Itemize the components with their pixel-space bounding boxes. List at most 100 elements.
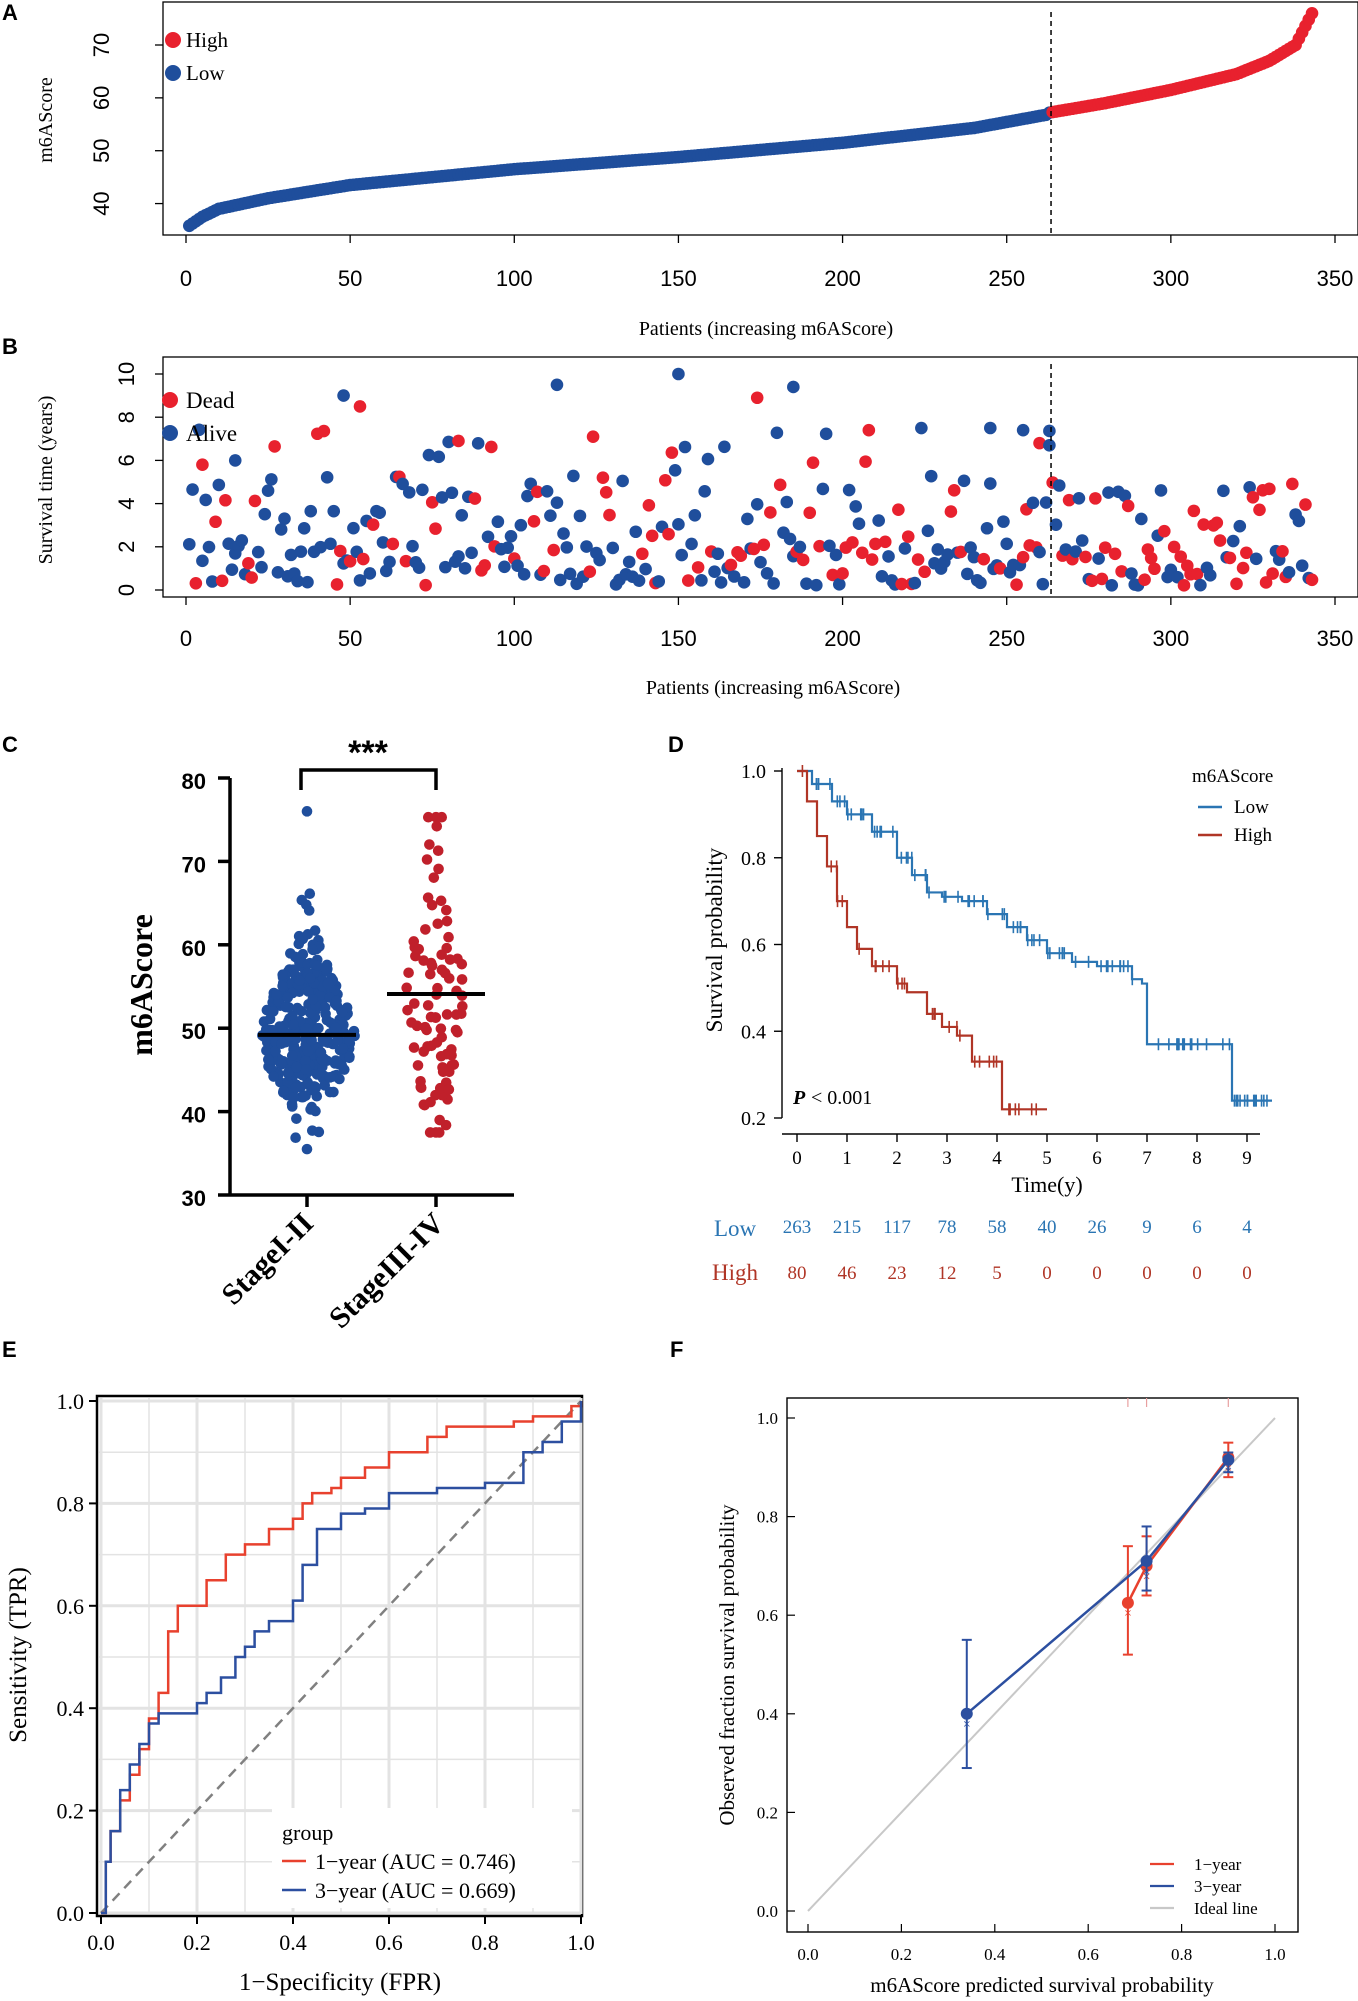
- risk-table-cell: 263: [783, 1217, 812, 1238]
- b-point: [1246, 490, 1260, 504]
- c-point: [270, 1045, 281, 1057]
- calibration-x-mark: ×: [1124, 1607, 1132, 1622]
- b-point: [327, 504, 341, 518]
- c-point: [286, 1050, 298, 1061]
- risk-table-cell: 78: [938, 1217, 957, 1238]
- e-y-tick-label: 0.4: [57, 1696, 85, 1721]
- b-point: [826, 568, 840, 582]
- c-point: [446, 1049, 457, 1061]
- panel-e-roc-curve: 0.0 0.2 0.4 0.6 0.8 1.0 0.0 0.2 0.4 0.6 0.8 1.0 gr…: [5, 1389, 595, 1996]
- c-point: [315, 1047, 327, 1058]
- b-point: [1259, 576, 1273, 589]
- b-point: [271, 566, 285, 579]
- d-x-tick-label: 0: [792, 1148, 802, 1169]
- b-point: [997, 515, 1010, 528]
- b-point: [212, 478, 226, 492]
- c-point: [299, 1055, 311, 1067]
- b-point: [1187, 504, 1201, 518]
- b-point: [324, 537, 337, 551]
- b-point: [1036, 577, 1050, 591]
- c-point: [302, 986, 314, 997]
- e-y-tick-label: 0.8: [57, 1491, 85, 1516]
- f-y-tick-label: 0.4: [757, 1705, 779, 1724]
- b-point: [1026, 496, 1040, 510]
- panel-c-category-stage34: StageIII-IV: [323, 1206, 451, 1334]
- b-point: [429, 522, 442, 535]
- c-y-tick-label: 40: [182, 1103, 206, 1128]
- b-point: [819, 427, 833, 441]
- c-point: [344, 1034, 355, 1046]
- b-point: [416, 483, 429, 497]
- legend-1year-label: 1−year (AUC = 0.746): [315, 1849, 516, 1874]
- b-point: [471, 437, 485, 450]
- b-point: [537, 564, 551, 578]
- risk-table-values: 263 215 117 78 58 40 26 9 6 4 80 46 23 12 5 0 0 0 0 0: [783, 1217, 1253, 1284]
- c-point: [415, 1075, 426, 1087]
- c-point: [328, 1086, 339, 1098]
- risk-table-cell: 5: [992, 1263, 1002, 1284]
- b-point: [800, 577, 813, 590]
- d-y-tick-label: 0.8: [741, 848, 766, 870]
- b-point: [527, 515, 541, 528]
- c-point: [303, 905, 315, 916]
- b-point-highlight: [337, 389, 350, 402]
- b-point: [984, 477, 997, 490]
- b-point: [547, 543, 560, 557]
- b-point: [455, 508, 469, 522]
- b-point: [586, 430, 600, 443]
- c-point: [422, 892, 434, 903]
- significance-stars: ***: [348, 734, 388, 772]
- e-y-tick-label: 0.0: [57, 1901, 85, 1926]
- b-point: [1095, 572, 1109, 586]
- b-point: [419, 578, 432, 592]
- c-point: [293, 938, 305, 950]
- b-y-tick-label: 2: [114, 541, 139, 553]
- b-point: [402, 486, 416, 499]
- d-y-tick-label: 0.6: [741, 935, 766, 957]
- b-point: [747, 542, 761, 556]
- b-point: [616, 474, 629, 488]
- b-point: [658, 473, 672, 487]
- b-point: [297, 522, 311, 535]
- c-point: [425, 1096, 436, 1108]
- c-point: [297, 1091, 309, 1103]
- risk-table-cell: 26: [1088, 1217, 1107, 1238]
- b-point: [678, 440, 692, 454]
- c-point: [291, 1113, 302, 1124]
- c-y-tick-label: 50: [182, 1019, 206, 1044]
- b-point: [1016, 550, 1030, 564]
- c-point: [435, 895, 447, 907]
- b-point: [1197, 518, 1210, 531]
- b-point: [606, 541, 620, 555]
- c-y-tick-label: 70: [182, 852, 206, 877]
- panel-label-b: B: [2, 334, 18, 359]
- panel-e-y-axis: 0.0 0.2 0.4 0.6 0.8 1.0: [57, 1389, 97, 1926]
- panel-f-frame: [786, 1397, 1299, 1933]
- c-point: [456, 974, 468, 985]
- c-point: [304, 888, 316, 900]
- panel-c-stage-dotplot: 30 40 50 60 70 80 *** m6AScore StageI-II Stag…: [123, 734, 514, 1335]
- legend-low-marker: [165, 65, 181, 81]
- panel-c-points: [257, 806, 468, 1155]
- c-point: [443, 1084, 455, 1095]
- c-point: [290, 1132, 301, 1144]
- b-point: [718, 440, 731, 454]
- c-y-tick-label: 80: [182, 769, 206, 794]
- panel-label-c: C: [2, 732, 18, 757]
- risk-table-cell: 0: [1042, 1263, 1052, 1284]
- d-x-tick-label: 5: [1042, 1148, 1052, 1169]
- b-point: [741, 512, 754, 526]
- c-point: [432, 845, 444, 857]
- b-point: [1033, 545, 1046, 559]
- e-x-tick-label: 0.0: [87, 1930, 115, 1955]
- b-y-tick-label: 8: [114, 411, 139, 423]
- b-point: [567, 469, 580, 483]
- b-point: [317, 424, 331, 438]
- panel-label-a: A: [2, 0, 18, 25]
- a-x-tick-label: 300: [1152, 266, 1189, 291]
- c-point: [278, 1085, 289, 1097]
- c-point-min: [301, 1143, 313, 1155]
- b-point: [540, 484, 554, 498]
- b-point: [291, 574, 304, 588]
